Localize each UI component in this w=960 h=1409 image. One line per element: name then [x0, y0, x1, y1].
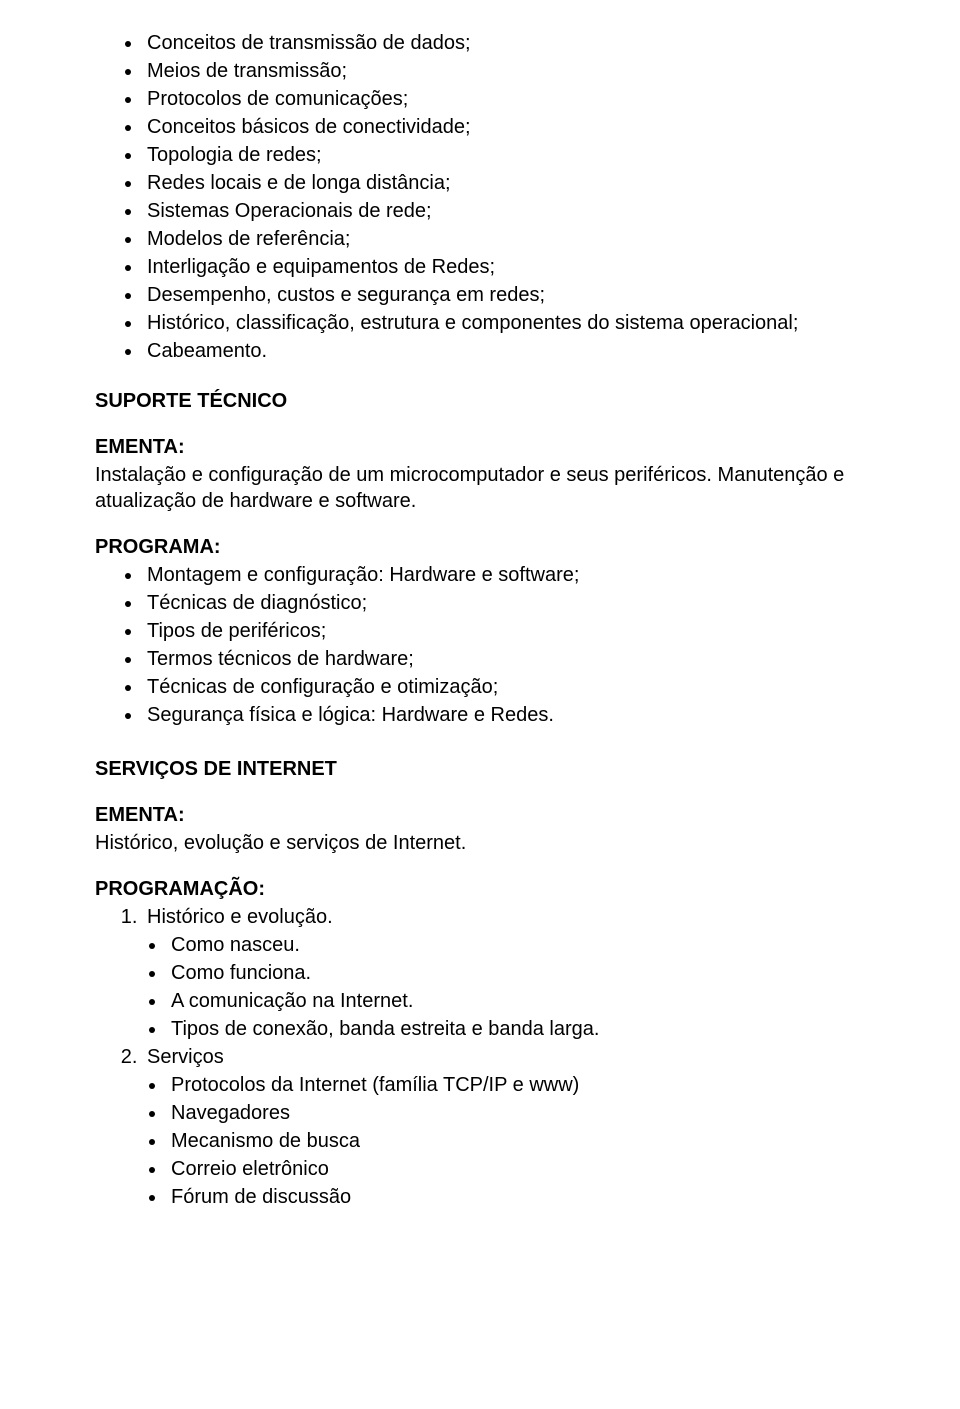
list-item: Montagem e configuração: Hardware e soft…: [143, 562, 865, 588]
list-item: Conceitos de transmissão de dados;: [143, 30, 865, 56]
list-item: Como funciona.: [167, 960, 865, 986]
list-item: Cabeamento.: [143, 338, 865, 364]
programa-list: Montagem e configuração: Hardware e soft…: [95, 562, 865, 728]
list-item: Correio eletrônico: [167, 1156, 865, 1182]
section1-list: Conceitos de transmissão de dados; Meios…: [95, 30, 865, 364]
list-item: Tipos de periféricos;: [143, 618, 865, 644]
numbered-item-label: Serviços: [147, 1046, 224, 1068]
section3-title: SERVIÇOS DE INTERNET: [95, 756, 865, 782]
ementa-text: Histórico, evolução e serviços de Intern…: [95, 830, 865, 856]
numbered-item: Serviços Protocolos da Internet (família…: [143, 1044, 865, 1210]
list-item: A comunicação na Internet.: [167, 988, 865, 1014]
list-item: Termos técnicos de hardware;: [143, 646, 865, 672]
list-item: Histórico, classificação, estrutura e co…: [143, 310, 865, 336]
list-item: Protocolos de comunicações;: [143, 86, 865, 112]
ementa-text: Instalação e configuração de um microcom…: [95, 462, 865, 514]
list-item: Técnicas de diagnóstico;: [143, 590, 865, 616]
numbered-item-label: Histórico e evolução.: [147, 906, 333, 928]
numbered-item: Histórico e evolução. Como nasceu. Como …: [143, 904, 865, 1042]
list-item: Mecanismo de busca: [167, 1128, 865, 1154]
ementa-label: EMENTA:: [95, 434, 865, 460]
list-item: Desempenho, custos e segurança em redes;: [143, 282, 865, 308]
list-item: Técnicas de configuração e otimização;: [143, 674, 865, 700]
programacao-label: PROGRAMAÇÃO:: [95, 876, 865, 902]
programacao-list: Histórico e evolução. Como nasceu. Como …: [95, 904, 865, 1210]
list-item: Tipos de conexão, banda estreita e banda…: [167, 1016, 865, 1042]
list-item: Navegadores: [167, 1100, 865, 1126]
list-item: Como nasceu.: [167, 932, 865, 958]
list-item: Fórum de discussão: [167, 1184, 865, 1210]
list-item: Modelos de referência;: [143, 226, 865, 252]
section2-title: SUPORTE TÉCNICO: [95, 388, 865, 414]
list-item: Conceitos básicos de conectividade;: [143, 114, 865, 140]
list-item: Sistemas Operacionais de rede;: [143, 198, 865, 224]
programa-label: PROGRAMA:: [95, 534, 865, 560]
list-item: Redes locais e de longa distância;: [143, 170, 865, 196]
list-item: Topologia de redes;: [143, 142, 865, 168]
list-item: Interligação e equipamentos de Redes;: [143, 254, 865, 280]
list-item: Meios de transmissão;: [143, 58, 865, 84]
list-item: Segurança física e lógica: Hardware e Re…: [143, 702, 865, 728]
list-item: Protocolos da Internet (família TCP/IP e…: [167, 1072, 865, 1098]
ementa-label: EMENTA:: [95, 802, 865, 828]
